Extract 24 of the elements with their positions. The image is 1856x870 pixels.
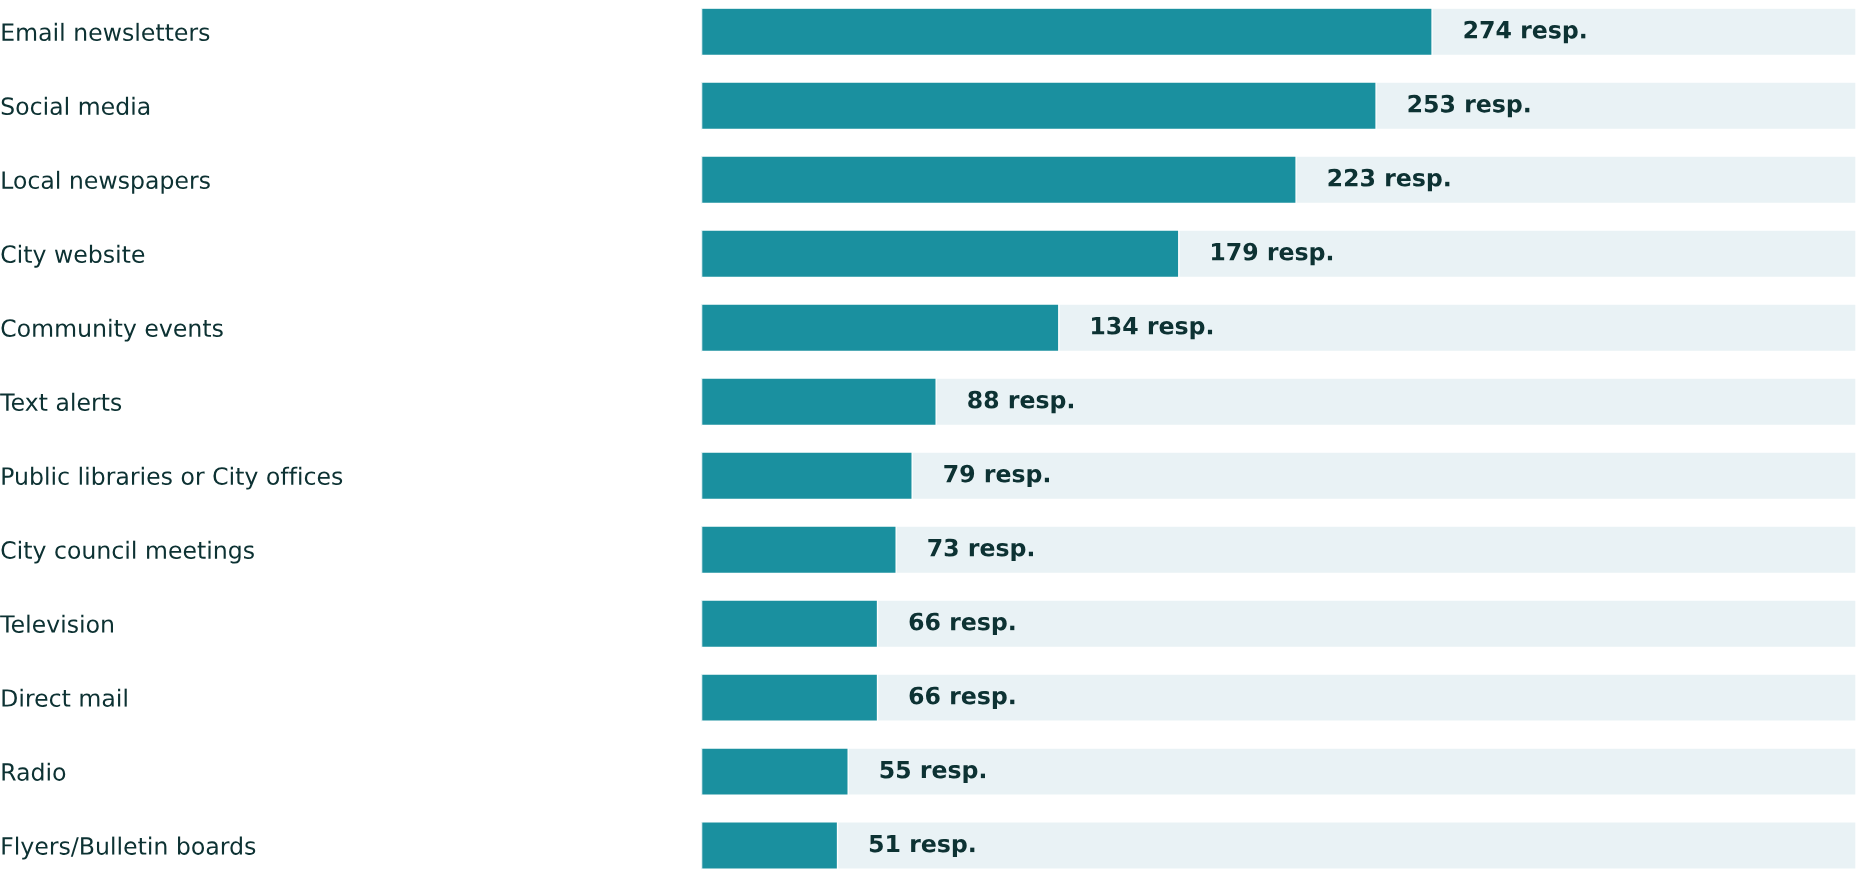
- data-label: 179 resp.: [1212, 242, 1333, 266]
- data-label: 79 resp.: [944, 464, 1049, 488]
- y-tick-label: Flyers/Bulletin boards: [2, 836, 256, 860]
- data-label: 223 resp.: [1328, 168, 1450, 192]
- y-tick-label: Television: [0, 614, 113, 633]
- y-tick-label: Text alerts: [0, 392, 122, 412]
- y-tick-label: Social media: [1, 96, 150, 116]
- y-tick-label: Radio: [2, 762, 66, 781]
- data-label: 134 resp.: [1092, 316, 1213, 340]
- y-tick-label: Email newsletters: [2, 22, 210, 42]
- y-tick-label: City website: [1, 244, 145, 268]
- data-label: 73 resp.: [928, 538, 1033, 562]
- y-tick-label: Public libraries or City offices: [2, 466, 343, 490]
- data-label: 253 resp.: [1408, 94, 1530, 118]
- data-label: 55 resp.: [880, 760, 986, 784]
- y-tick-label: Community events: [1, 318, 223, 342]
- data-label: 66 resp.: [909, 686, 1015, 710]
- y-tick-label: Local newspapers: [2, 170, 210, 194]
- data-label: 66 resp.: [909, 612, 1015, 636]
- data-label: 51 resp.: [869, 834, 975, 858]
- data-label: 274 resp.: [1464, 20, 1586, 44]
- y-tick-label: Direct mail: [2, 688, 127, 707]
- y-tick-label: City council meetings: [1, 540, 254, 564]
- data-label: 88 resp.: [968, 390, 1073, 414]
